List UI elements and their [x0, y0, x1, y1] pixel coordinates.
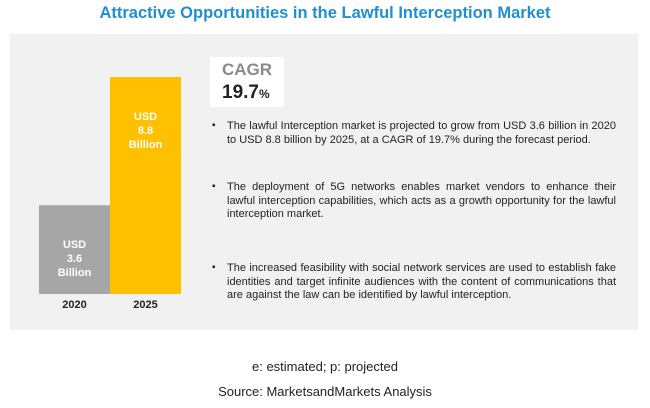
source-note: Source: MarketsandMarkets Analysis	[218, 384, 432, 399]
cagr-label: CAGR	[222, 60, 273, 79]
footnote: e: estimated; p: projected	[252, 359, 398, 374]
bar-label-2020: USD 3.6 Billion	[57, 239, 92, 280]
bullet-text: The increased feasibility with social ne…	[227, 262, 616, 301]
x-tick-2025: 2025	[133, 299, 158, 311]
chart-title: Attractive Opportunities in the Lawful I…	[99, 4, 551, 22]
cagr-unit: %	[258, 87, 270, 101]
cagr-value: 19.7%	[222, 82, 270, 104]
bar-label-2025: USD 8.8 Billion	[128, 111, 163, 151]
cagr-number: 19.7	[222, 82, 259, 103]
bullet-icon: ▪	[212, 262, 216, 273]
cagr-box: CAGR 19.7%	[210, 57, 284, 107]
bullet-text: The deployment of 5G networks enables ma…	[227, 181, 616, 220]
x-tick-2020: 2020	[62, 299, 87, 311]
bullet-item-3: ▪ The increased feasibility with social …	[212, 262, 616, 303]
bullet-icon: ▪	[212, 181, 216, 192]
bar-2025	[110, 77, 181, 294]
bullet-item-1: ▪ The lawful Interception market is proj…	[212, 120, 616, 147]
bullet-text: The lawful Interception market is projec…	[227, 120, 616, 146]
bullet-item-2: ▪ The deployment of 5G networks enables …	[212, 181, 616, 222]
bullet-icon: ▪	[212, 120, 216, 131]
bar-2020	[39, 205, 110, 294]
